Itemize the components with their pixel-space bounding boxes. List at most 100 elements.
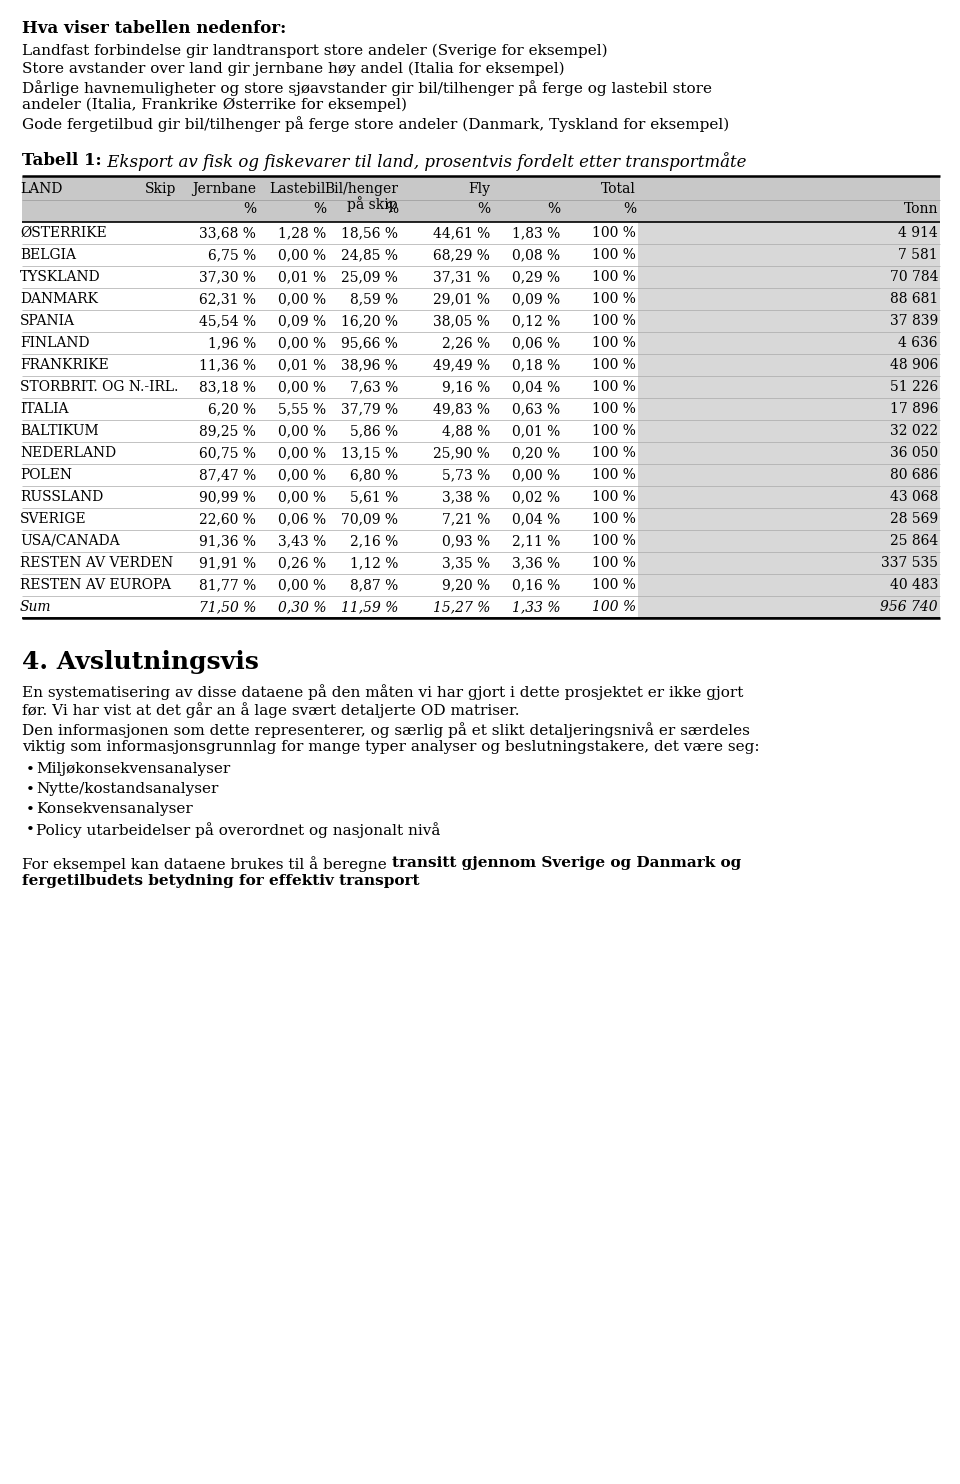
- Text: 0,00 %: 0,00 %: [277, 248, 326, 263]
- Text: 4,88 %: 4,88 %: [442, 424, 490, 438]
- Text: transitt gjennom Sverige og Danmark og: transitt gjennom Sverige og Danmark og: [392, 856, 741, 870]
- Bar: [638, 288, 940, 310]
- Text: Miljøkonsekvensanalyser: Miljøkonsekvensanalyser: [36, 761, 230, 776]
- Text: 36 050: 36 050: [890, 447, 938, 460]
- Text: 29,01 %: 29,01 %: [433, 292, 490, 306]
- Text: RESTEN AV VERDEN: RESTEN AV VERDEN: [20, 556, 173, 570]
- Text: 9,20 %: 9,20 %: [442, 577, 490, 592]
- Text: 8,59 %: 8,59 %: [349, 292, 398, 306]
- Text: 5,61 %: 5,61 %: [349, 490, 398, 505]
- Text: 37,31 %: 37,31 %: [433, 270, 490, 283]
- Text: 0,09 %: 0,09 %: [277, 315, 326, 328]
- Text: SPANIA: SPANIA: [20, 315, 75, 328]
- Text: Jernbane: Jernbane: [192, 183, 256, 196]
- Text: 37 839: 37 839: [890, 315, 938, 328]
- Text: 2,11 %: 2,11 %: [512, 534, 560, 548]
- Text: Tabell 1:: Tabell 1:: [22, 151, 102, 169]
- Text: 6,75 %: 6,75 %: [207, 248, 256, 263]
- Text: før. Vi har vist at det går an å lage svært detaljerte OD matriser.: før. Vi har vist at det går an å lage sv…: [22, 702, 519, 718]
- Bar: [638, 420, 940, 442]
- Text: 37,79 %: 37,79 %: [341, 402, 398, 416]
- Text: 90,99 %: 90,99 %: [199, 490, 256, 505]
- Text: 13,15 %: 13,15 %: [341, 447, 398, 460]
- Text: 7,21 %: 7,21 %: [442, 512, 490, 525]
- Text: Tonn: Tonn: [903, 202, 938, 217]
- Text: 1,28 %: 1,28 %: [277, 226, 326, 240]
- Text: 0,12 %: 0,12 %: [512, 315, 560, 328]
- Text: 48 906: 48 906: [890, 358, 938, 372]
- Bar: [638, 375, 940, 398]
- Bar: [22, 177, 940, 223]
- Text: STORBRIT. OG N.-IRL.: STORBRIT. OG N.-IRL.: [20, 380, 179, 393]
- Text: %: %: [547, 202, 560, 217]
- Text: 0,06 %: 0,06 %: [277, 512, 326, 525]
- Text: 4 914: 4 914: [899, 226, 938, 240]
- Text: 44,61 %: 44,61 %: [433, 226, 490, 240]
- Text: 6,20 %: 6,20 %: [208, 402, 256, 416]
- Text: 87,47 %: 87,47 %: [199, 467, 256, 482]
- Bar: [638, 508, 940, 530]
- Text: 37,30 %: 37,30 %: [199, 270, 256, 283]
- Text: 1,33 %: 1,33 %: [512, 600, 560, 614]
- Text: For eksempel kan dataene brukes til å beregne: For eksempel kan dataene brukes til å be…: [22, 856, 392, 873]
- Text: 24,85 %: 24,85 %: [341, 248, 398, 263]
- Text: 100 %: 100 %: [592, 270, 636, 283]
- Text: 81,77 %: 81,77 %: [199, 577, 256, 592]
- Text: Landfast forbindelse gir landtransport store andeler (Sverige for eksempel): Landfast forbindelse gir landtransport s…: [22, 45, 608, 58]
- Text: 8,87 %: 8,87 %: [349, 577, 398, 592]
- Text: viktig som informasjonsgrunnlag for mange typer analyser og beslutningstakere, d: viktig som informasjonsgrunnlag for mang…: [22, 741, 759, 754]
- Text: 5,86 %: 5,86 %: [349, 424, 398, 438]
- Text: 0,16 %: 0,16 %: [512, 577, 560, 592]
- Text: 1,12 %: 1,12 %: [349, 556, 398, 570]
- Text: •: •: [26, 803, 35, 818]
- Text: 0,00 %: 0,00 %: [277, 447, 326, 460]
- Text: andeler (Italia, Frankrike Østerrike for eksempel): andeler (Italia, Frankrike Østerrike for…: [22, 98, 407, 113]
- Text: 91,91 %: 91,91 %: [199, 556, 256, 570]
- Text: 51 226: 51 226: [890, 380, 938, 393]
- Text: Gode fergetilbud gir bil/tilhenger på ferge store andeler (Danmark, Tyskland for: Gode fergetilbud gir bil/tilhenger på fe…: [22, 116, 730, 132]
- Text: POLEN: POLEN: [20, 467, 72, 482]
- Text: 3,36 %: 3,36 %: [512, 556, 560, 570]
- Bar: [638, 243, 940, 266]
- Bar: [638, 223, 940, 243]
- Text: 25,90 %: 25,90 %: [433, 447, 490, 460]
- Text: 1,83 %: 1,83 %: [512, 226, 560, 240]
- Text: 100 %: 100 %: [592, 490, 636, 505]
- Text: 45,54 %: 45,54 %: [199, 315, 256, 328]
- Text: 60,75 %: 60,75 %: [199, 447, 256, 460]
- Text: 16,20 %: 16,20 %: [341, 315, 398, 328]
- Text: 0,09 %: 0,09 %: [512, 292, 560, 306]
- Text: TYSKLAND: TYSKLAND: [20, 270, 101, 283]
- Text: FINLAND: FINLAND: [20, 335, 89, 350]
- Text: 337 535: 337 535: [881, 556, 938, 570]
- Text: 100 %: 100 %: [592, 335, 636, 350]
- Text: 49,49 %: 49,49 %: [433, 358, 490, 372]
- Text: 95,66 %: 95,66 %: [341, 335, 398, 350]
- Text: 0,04 %: 0,04 %: [512, 380, 560, 393]
- Text: Lastebil: Lastebil: [270, 183, 326, 196]
- Text: 100 %: 100 %: [592, 358, 636, 372]
- Text: 38,96 %: 38,96 %: [341, 358, 398, 372]
- Text: 3,35 %: 3,35 %: [442, 556, 490, 570]
- Text: 15,27 %: 15,27 %: [433, 600, 490, 614]
- Text: RESTEN AV EUROPA: RESTEN AV EUROPA: [20, 577, 171, 592]
- Text: 91,36 %: 91,36 %: [199, 534, 256, 548]
- Bar: [638, 355, 940, 375]
- Text: 0,00 %: 0,00 %: [277, 335, 326, 350]
- Text: 28 569: 28 569: [890, 512, 938, 525]
- Text: 100 %: 100 %: [592, 447, 636, 460]
- Text: 32 022: 32 022: [890, 424, 938, 438]
- Text: 100 %: 100 %: [592, 380, 636, 393]
- Text: 88 681: 88 681: [890, 292, 938, 306]
- Text: 100 %: 100 %: [592, 292, 636, 306]
- Text: Eksport av fisk og fiskevarer til land, prosentvis fordelt etter transportmåte: Eksport av fisk og fiskevarer til land, …: [102, 151, 746, 171]
- Text: 0,01 %: 0,01 %: [277, 270, 326, 283]
- Text: 0,08 %: 0,08 %: [512, 248, 560, 263]
- Text: 956 740: 956 740: [880, 600, 938, 614]
- Text: 100 %: 100 %: [592, 226, 636, 240]
- Text: FRANKRIKE: FRANKRIKE: [20, 358, 108, 372]
- Text: Nytte/kostandsanalyser: Nytte/kostandsanalyser: [36, 782, 218, 795]
- Text: Konsekvensanalyser: Konsekvensanalyser: [36, 801, 193, 816]
- Text: 100 %: 100 %: [592, 248, 636, 263]
- Bar: [638, 464, 940, 485]
